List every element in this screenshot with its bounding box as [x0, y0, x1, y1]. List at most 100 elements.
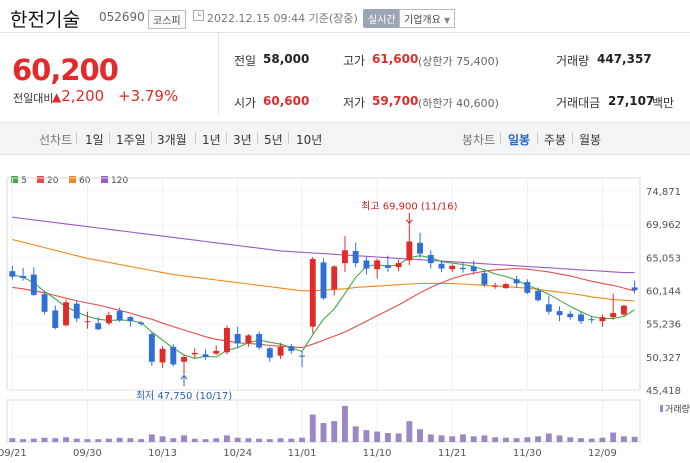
volume-bar — [535, 436, 542, 442]
volume-bar — [438, 435, 445, 442]
volume-bar — [299, 437, 305, 442]
volume-bar — [277, 438, 284, 442]
volume-bar — [374, 431, 381, 442]
prev-close-value: 58,000 — [263, 52, 310, 66]
volume-bar — [223, 435, 230, 442]
volume-value: 447,357 — [597, 52, 652, 66]
ma5-line — [12, 255, 635, 359]
amount-unit: 백만 — [652, 96, 675, 110]
tab-3y[interactable]: 3년 — [233, 133, 252, 147]
prev-close-label: 전일 — [234, 54, 257, 68]
volume-bar — [524, 437, 531, 442]
volume-bar — [9, 438, 16, 442]
x-tick-label: 11/10 — [363, 448, 392, 459]
candle-body — [127, 317, 134, 322]
y-tick-label: 60,144 — [646, 287, 681, 298]
candle-body — [438, 263, 445, 269]
candle-body — [309, 259, 316, 327]
volume-bar — [384, 433, 391, 442]
volume-bar — [578, 438, 584, 442]
volume-bars — [9, 406, 638, 442]
candle-body — [352, 250, 359, 264]
volume-label: 거래량 — [665, 403, 690, 415]
volume-bar — [116, 437, 123, 442]
market-badge: 코스피 — [148, 10, 186, 29]
volume-bar — [20, 439, 27, 442]
candle-body — [320, 262, 327, 299]
volume-bar — [245, 438, 252, 442]
volume-bar — [73, 438, 80, 442]
x-tick-label: 09/30 — [73, 448, 102, 459]
volume-bar — [331, 421, 338, 442]
volume-bar — [159, 436, 166, 442]
candle-body — [30, 274, 37, 295]
y-tick-label: 74,871 — [646, 187, 681, 198]
price-change-pct: +3.79% — [118, 87, 179, 105]
tab-1y[interactable]: 1년 — [202, 133, 221, 147]
candle-body — [331, 266, 338, 290]
candle-body — [20, 275, 27, 278]
legend-swatch — [69, 176, 76, 183]
candle-body — [213, 350, 220, 354]
open-value: 60,600 — [263, 94, 310, 108]
candle-body — [52, 310, 59, 328]
tab-1d[interactable]: 1일 — [85, 133, 104, 147]
volume-bar — [256, 438, 263, 442]
company-name: 한전기술 — [10, 9, 80, 31]
candle-body — [299, 355, 305, 357]
legend-swatch — [11, 176, 18, 183]
period-toolbar — [0, 122, 690, 155]
candle-body — [578, 314, 584, 322]
update-datetime: 2022.12.15 09:44 기준(장중) — [207, 12, 358, 25]
tab-weekly[interactable]: 주봉 — [544, 133, 567, 147]
volume-bar — [342, 406, 348, 442]
volume-bar — [395, 433, 402, 442]
upper-limit: (상한가 75,400) — [418, 55, 499, 68]
candle-body — [588, 319, 595, 321]
volume-bar — [470, 436, 477, 442]
current-price: 60,200 — [12, 53, 119, 87]
volume-bar — [181, 435, 187, 442]
candle-body — [342, 250, 348, 264]
price-chart[interactable]: 5 20 60 120 최고 69,900 (11/16) 최저 47,750 (10/… — [0, 168, 690, 463]
volume-bar — [427, 434, 434, 442]
tab-3m[interactable]: 3개월 — [157, 133, 187, 147]
max-annotation: 최고 69,900 (11/16) — [361, 201, 457, 213]
candle-body — [181, 357, 187, 362]
price-change: ▲2,200 — [52, 87, 104, 105]
y-tick-label: 65,053 — [646, 253, 681, 264]
candle-chart-label: 봉차트 — [462, 133, 496, 147]
tab-10y[interactable]: 10년 — [296, 133, 323, 147]
tab-daily[interactable]: 일봉 — [508, 133, 531, 147]
volume-bar — [610, 432, 617, 442]
candle-body — [245, 335, 252, 343]
price-change-value: 2,200 — [61, 87, 105, 105]
volume-bar — [41, 437, 48, 442]
volume-bar — [148, 434, 155, 442]
clock-icon — [193, 10, 204, 21]
candle-body — [234, 334, 241, 344]
volume-label: 거래량 — [556, 54, 590, 68]
candle-body — [460, 267, 466, 270]
volume-bar — [363, 430, 370, 442]
min-annotation: 최저 47,750 (10/17) — [136, 390, 232, 402]
tab-5y[interactable]: 5년 — [264, 133, 283, 147]
candle-body — [567, 313, 574, 318]
lower-limit: (하한가 40,600) — [418, 97, 499, 110]
change-label: 전일대비 — [13, 92, 54, 105]
tab-monthly[interactable]: 월봉 — [579, 133, 602, 147]
tab-1w[interactable]: 1주일 — [116, 133, 146, 147]
volume-bar — [170, 438, 177, 442]
candle-body — [524, 282, 531, 293]
realtime-button[interactable]: 실시간 — [363, 9, 401, 28]
volume-bar — [309, 414, 316, 442]
legend-label: 60 — [79, 176, 91, 186]
company-overview-dropdown[interactable]: 기업개요 ▼ — [399, 9, 456, 28]
y-tick-label: 69,962 — [646, 220, 681, 231]
candle-body — [9, 271, 16, 277]
volume-bar — [63, 437, 69, 442]
candle-body — [610, 313, 617, 318]
y-tick-label: 45,418 — [646, 386, 681, 397]
candle-body — [223, 327, 230, 353]
candle-body — [470, 266, 477, 272]
